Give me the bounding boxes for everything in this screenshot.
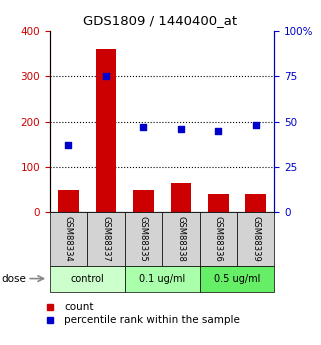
Bar [246,194,266,212]
Bar [133,189,154,212]
Text: 0.1 ug/ml: 0.1 ug/ml [139,274,185,284]
Bar [170,183,191,212]
Text: GSM88338: GSM88338 [176,216,185,262]
Text: GDS1809 / 1440400_at: GDS1809 / 1440400_at [83,14,238,27]
Text: dose: dose [2,274,26,284]
Text: GSM88334: GSM88334 [64,216,73,262]
Point [253,122,258,128]
Text: GSM88336: GSM88336 [214,216,223,262]
Point [66,142,71,148]
Bar [58,189,79,212]
Point [141,124,146,130]
Bar [208,194,229,212]
Bar [96,49,116,212]
Text: GSM88335: GSM88335 [139,216,148,262]
Point [216,128,221,134]
Text: count: count [64,302,94,312]
Point [103,73,108,79]
Text: GSM88339: GSM88339 [251,216,260,262]
Point [178,126,183,131]
Text: percentile rank within the sample: percentile rank within the sample [64,315,240,325]
Text: GSM88337: GSM88337 [101,216,110,262]
Text: 0.5 ug/ml: 0.5 ug/ml [214,274,260,284]
Text: control: control [70,274,104,284]
